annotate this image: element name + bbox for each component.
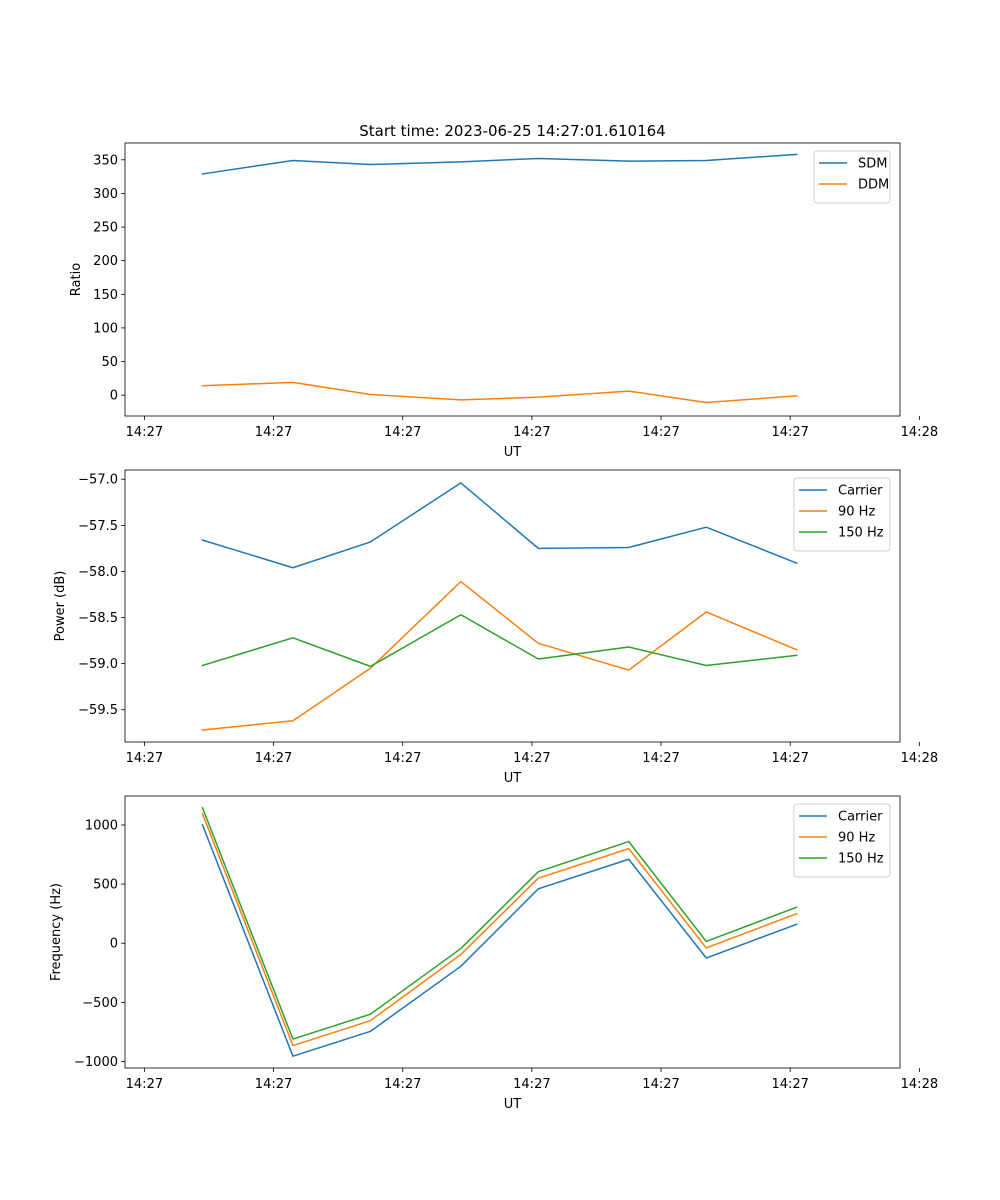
power-y-tick-label: −58.0 — [78, 565, 118, 580]
power-y-axis-label: Power (dB) — [53, 571, 68, 642]
ratio-x-tick-label: 14:27 — [255, 425, 292, 440]
frequency-x-tick-label: 14:27 — [384, 1077, 421, 1092]
power-series-line-carrier — [201, 482, 798, 569]
ratio-x-tick-label: 14:27 — [642, 425, 679, 440]
ratio-y-axis-label: Ratio — [69, 263, 84, 296]
frequency-series-line-carrier — [201, 823, 798, 1057]
power-y-tick-label: −59.5 — [78, 703, 118, 718]
ratio-y-tick-label: 50 — [101, 355, 118, 370]
power-x-tick-label: 14:28 — [901, 751, 938, 766]
frequency-legend: Carrier 90 Hz 150 Hz — [793, 803, 891, 878]
ratio-y-tick-label: 200 — [93, 254, 118, 269]
ratio-y-tick-label: 150 — [93, 288, 118, 303]
ratio-legend: SDM DDM — [813, 150, 891, 204]
ratio-legend-label: SDM — [858, 157, 887, 172]
ratio-chart: 14:27 14:27 14:27 14:27 14:27 14:27 14:28 0 50 10… — [69, 142, 938, 460]
power-y-tick-label: −57.5 — [78, 519, 118, 534]
ratio-x-tick-label: 14:27 — [384, 425, 421, 440]
ratio-series-line-sdm — [201, 153, 798, 175]
power-x-tick-label: 14:27 — [513, 751, 550, 766]
frequency-axes-frame — [124, 795, 901, 1069]
frequency-y-tick-label: 1000 — [85, 818, 118, 833]
power-legend-label: 90 Hz — [838, 505, 875, 520]
ratio-x-tick-label: 14:28 — [901, 425, 938, 440]
power-y-tick-label: −57.0 — [78, 473, 118, 488]
frequency-y-tick-label: 500 — [93, 878, 118, 893]
ratio-x-tick-label: 14:27 — [126, 425, 163, 440]
power-x-tick-label: 14:27 — [384, 751, 421, 766]
frequency-y-axis-label: Frequency (Hz) — [49, 883, 64, 981]
power-axes-frame — [124, 469, 901, 743]
frequency-x-tick-label: 14:27 — [642, 1077, 679, 1092]
ratio-y-tick-label: 100 — [93, 321, 118, 336]
frequency-y-tick-label: −500 — [82, 996, 118, 1011]
ratio-y-tick-label: 250 — [93, 221, 118, 236]
power-x-tick-label: 14:27 — [771, 751, 808, 766]
frequency-x-axis-label: UT — [504, 1097, 522, 1112]
frequency-x-tick-label: 14:27 — [513, 1077, 550, 1092]
frequency-legend-label: Carrier — [838, 810, 883, 825]
power-y-tick-label: −59.0 — [78, 657, 118, 672]
ratio-x-tick-label: 14:27 — [513, 425, 550, 440]
ratio-series-line-ddm — [201, 381, 798, 404]
frequency-legend-label: 90 Hz — [838, 831, 875, 846]
frequency-series-line-90-hz — [201, 812, 798, 1047]
frequency-chart: 14:27 14:27 14:27 14:27 14:27 14:27 14:28 −1000… — [49, 795, 938, 1112]
power-x-axis-label: UT — [504, 771, 522, 786]
power-legend-label: 150 Hz — [838, 526, 884, 541]
power-x-tick-label: 14:27 — [126, 751, 163, 766]
power-series-line-90-hz — [201, 580, 798, 731]
ratio-x-axis-label: UT — [504, 445, 522, 460]
ratio-legend-label: DDM — [858, 178, 889, 193]
power-legend: Carrier 90 Hz 150 Hz — [793, 477, 891, 552]
frequency-series-line-150-hz — [201, 806, 798, 1040]
frequency-y-tick-label: −1000 — [74, 1055, 118, 1070]
frequency-x-tick-label: 14:28 — [901, 1077, 938, 1092]
power-chart: 14:27 14:27 14:27 14:27 14:27 14:27 14:28 −59.5… — [53, 469, 938, 786]
power-x-tick-label: 14:27 — [255, 751, 292, 766]
frequency-legend-label: 150 Hz — [838, 852, 884, 867]
frequency-x-tick-label: 14:27 — [771, 1077, 808, 1092]
power-y-tick-label: −58.5 — [78, 611, 118, 626]
power-series-line-150-hz — [201, 614, 798, 668]
frequency-x-tick-label: 14:27 — [126, 1077, 163, 1092]
ratio-y-tick-label: 0 — [110, 389, 118, 404]
ratio-axes-frame — [124, 142, 901, 417]
frequency-x-tick-label: 14:27 — [255, 1077, 292, 1092]
ratio-x-tick-label: 14:27 — [771, 425, 808, 440]
ratio-y-tick-label: 300 — [93, 187, 118, 202]
power-x-tick-label: 14:27 — [642, 751, 679, 766]
ratio-legend-box — [813, 150, 891, 204]
frequency-y-tick-label: 0 — [110, 937, 118, 952]
figure-title: Start time: 2023-06-25 14:27:01.610164 — [359, 122, 665, 140]
ratio-y-tick-label: 350 — [93, 153, 118, 168]
power-legend-label: Carrier — [838, 484, 883, 499]
